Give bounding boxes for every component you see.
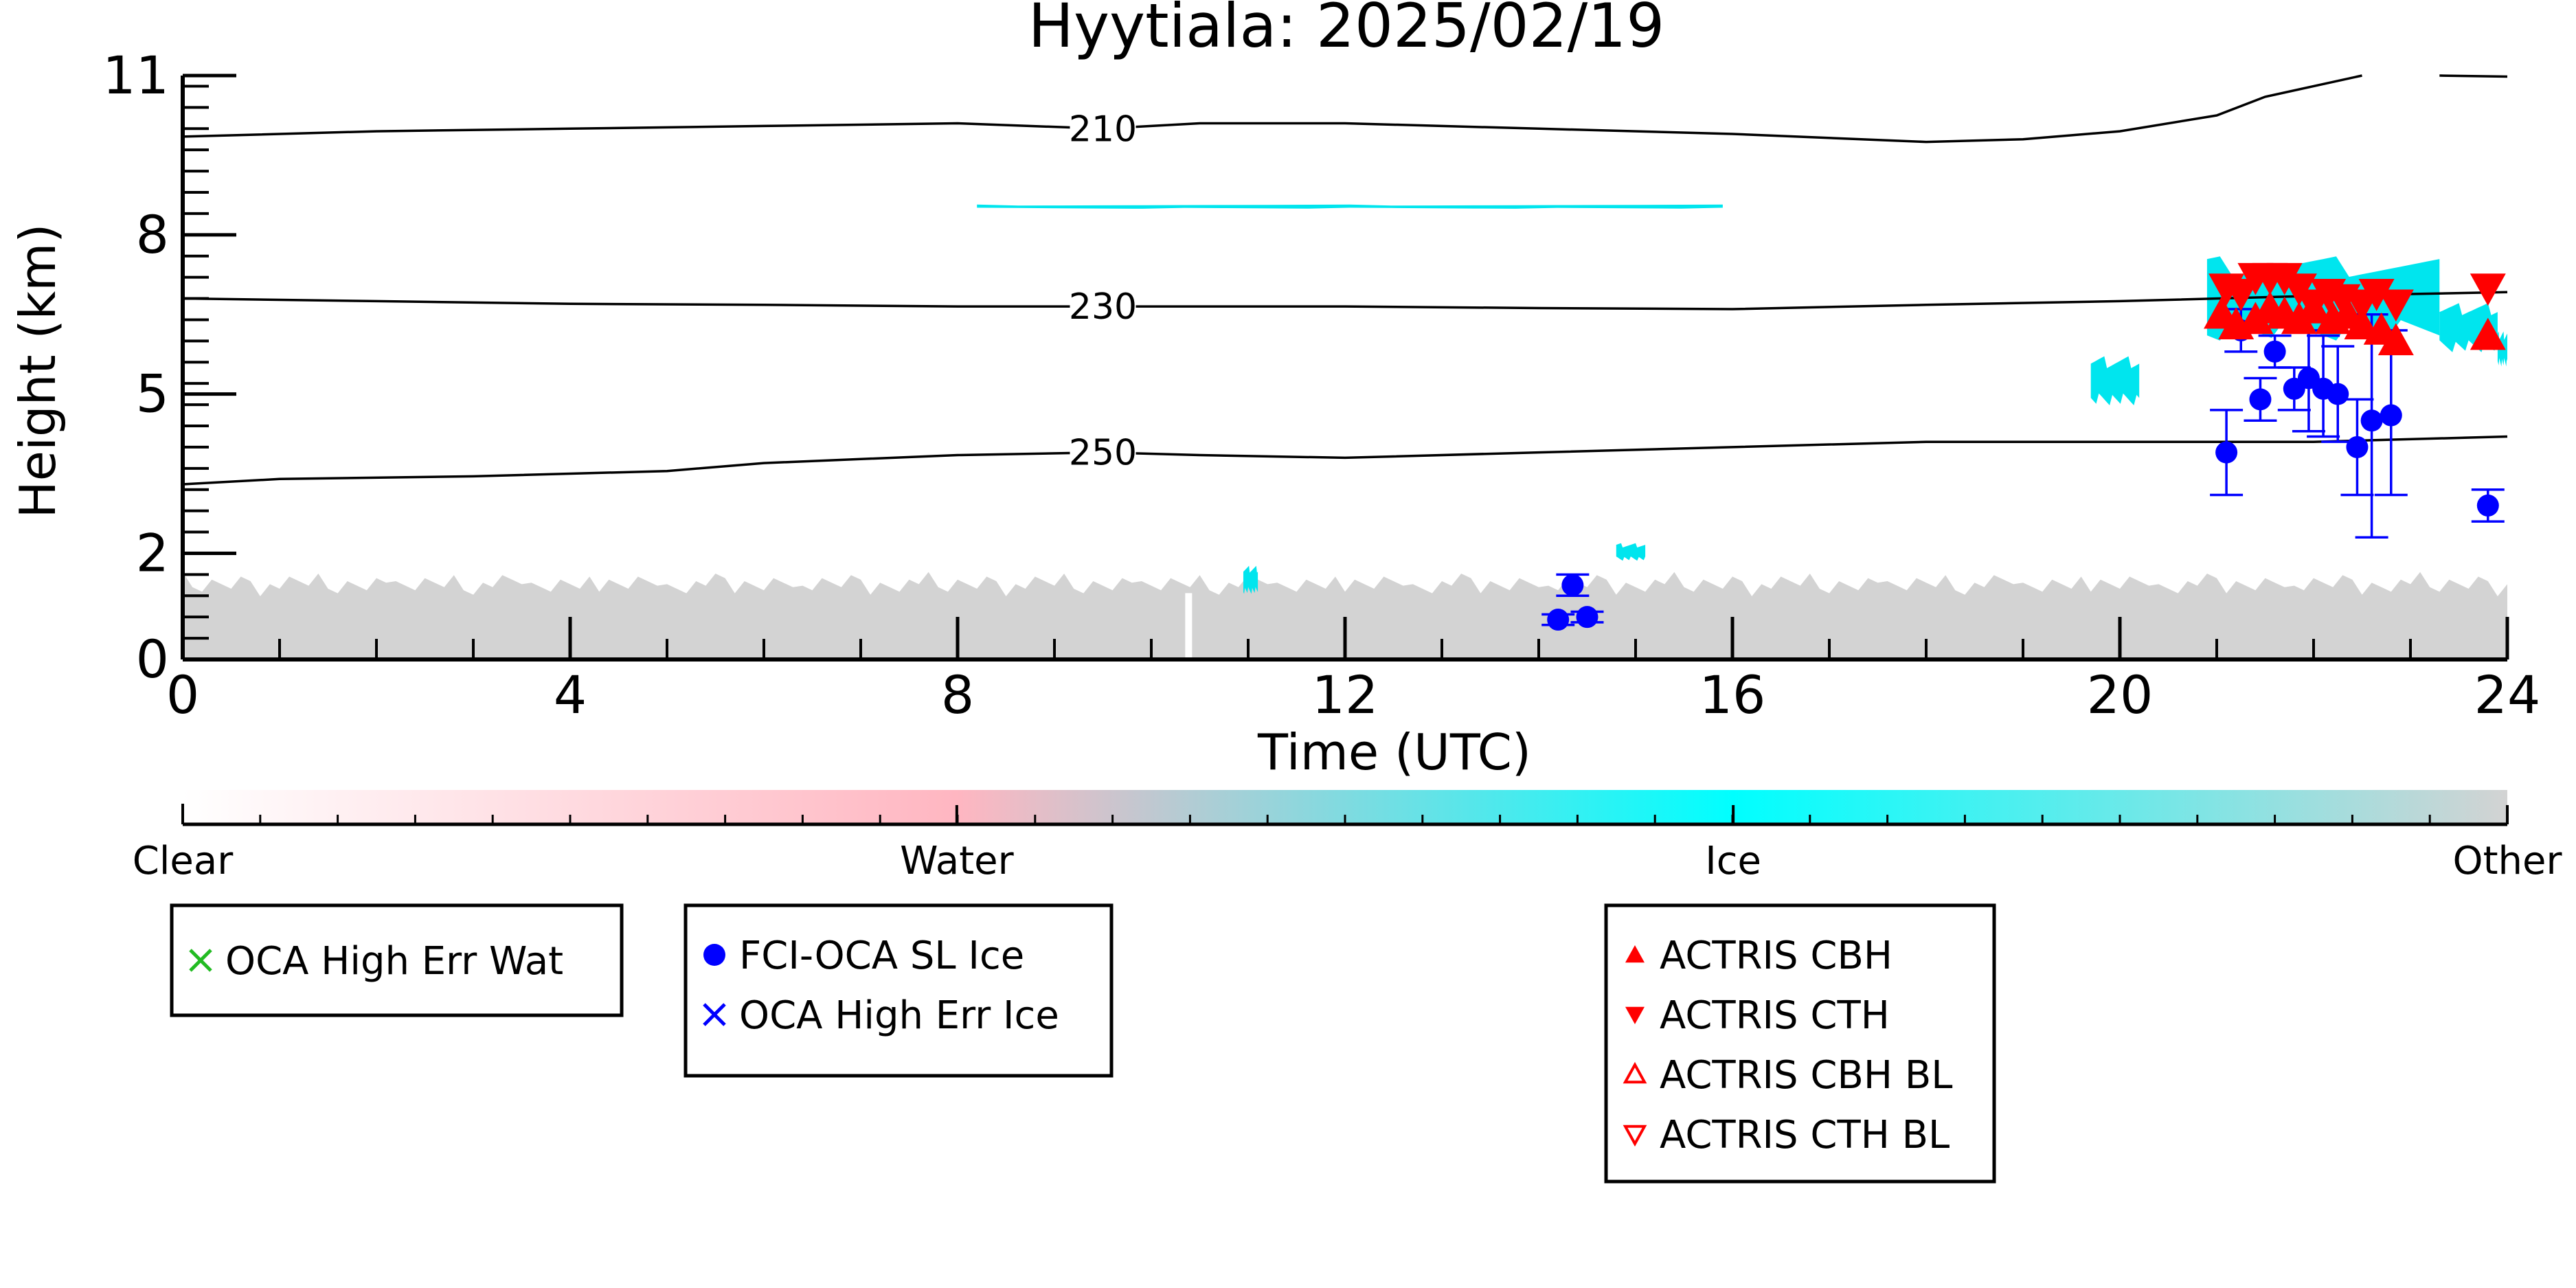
y-tick-label: 11 (102, 45, 169, 106)
legend-marker (1625, 945, 1645, 963)
colorbar-label: Ice (1705, 839, 1761, 883)
legend-label: OCA High Err Ice (739, 993, 1059, 1038)
plot-area: 210 230 250 0 2 5 8 11 0 4 8 12 16 20 24 (102, 45, 2540, 725)
marker-fci-oca-sl-ice (2380, 404, 2402, 427)
marker-actris-cth (2470, 273, 2506, 306)
x-tick-label: 12 (1312, 664, 1379, 725)
chart-title: Hyytiala: 2025/02/19 (1028, 0, 1664, 61)
marker-actris-cth (2223, 279, 2259, 311)
legend-box-0: OCA High Err Wat (170, 903, 624, 1017)
x-tick-label: 24 (2474, 664, 2541, 725)
contour-label: 250 (1069, 433, 1137, 474)
marker-actris-cbh (2470, 317, 2506, 350)
legend-box-2: ACTRIS CBH ACTRIS CTH ACTRIS CBH BL ACTRIS … (1604, 903, 1996, 1184)
colorbar-label: Other (2452, 839, 2562, 883)
legend-marker-stroke (189, 949, 212, 972)
marker-fci-oca-sl-ice (1561, 574, 1584, 596)
ice-region-6 (1616, 543, 1646, 561)
colorbar-label: Clear (133, 839, 234, 883)
y-tick-label: 2 (136, 522, 169, 583)
marker-actris-cbh (2377, 323, 2414, 356)
data-gap (1185, 593, 1193, 659)
legend-marker (1625, 1006, 1645, 1024)
marker-fci-oca-sl-ice (2476, 494, 2499, 517)
legend-frame (1604, 903, 1996, 1184)
x-tick-label: 4 (554, 664, 587, 725)
marker-fci-oca-sl-ice (2360, 409, 2383, 432)
contour-label-bg (1070, 433, 1136, 472)
legend-marker (1623, 1125, 1647, 1147)
marker-actris-cth (2358, 279, 2395, 311)
x-tick-label: 0 (166, 664, 199, 725)
legends: OCA High Err Wat FCI-OCA SL Ice OCA High E… (170, 903, 1996, 1184)
marker-fci-oca-sl-ice (2327, 383, 2349, 405)
contour-250-3 (182, 435, 2508, 486)
y-axis-label: Height (km) (9, 224, 67, 519)
marker-fci-oca-sl-ice (1576, 606, 1598, 629)
legend-marker (1623, 1061, 1647, 1084)
ice-region-0 (977, 204, 1723, 209)
marker-actris-cth (2377, 289, 2414, 322)
contour-230-2 (182, 291, 2508, 310)
legend-marker (703, 944, 725, 966)
legend-frame (170, 903, 624, 1017)
legend-box-1: FCI-OCA SL Ice OCA High Err Ice (683, 903, 1114, 1078)
series-layer (1541, 262, 2506, 631)
contour-label: 210 (1069, 109, 1137, 150)
marker-fci-oca-sl-ice (2346, 436, 2369, 458)
ground-clutter-region (183, 572, 2507, 659)
contour-210-0 (182, 74, 2362, 144)
legend-label: ACTRIS CBH (1660, 934, 1893, 978)
ice-region-1 (2090, 356, 2140, 405)
colorbar: Clear Water Ice Other (133, 790, 2562, 883)
legend-marker-stroke (703, 1003, 726, 1026)
ice-region-5 (1243, 565, 1258, 594)
legend-label: ACTRIS CBH BL (1660, 1053, 1952, 1098)
y-tick-label: 0 (136, 629, 169, 690)
x-tick-label: 20 (2087, 664, 2154, 725)
y-tick-label: 8 (136, 204, 169, 265)
x-tick-label: 8 (941, 664, 974, 725)
marker-fci-oca-sl-ice (2215, 441, 2238, 464)
legend-marker (189, 949, 212, 972)
legend-marker (703, 1003, 726, 1026)
contour-210-1 (2439, 74, 2508, 78)
legend-label: ACTRIS CTH (1660, 993, 1890, 1038)
x-tick-label: 16 (1699, 664, 1766, 725)
marker-fci-oca-sl-ice (2263, 340, 2286, 363)
y-tick-label: 5 (136, 363, 169, 425)
x-axis-label: Time (UTC) (1257, 723, 1531, 781)
marker-fci-oca-sl-ice (1547, 609, 1570, 631)
contour-label: 230 (1069, 286, 1137, 328)
contour-label-bg (1070, 287, 1136, 326)
marker-fci-oca-sl-ice (2249, 388, 2272, 411)
legend-label: OCA High Err Wat (225, 939, 563, 984)
colorbar-label: Water (900, 839, 1015, 883)
legend-label: ACTRIS CTH BL (1660, 1113, 1950, 1157)
legend-label: FCI-OCA SL Ice (739, 934, 1024, 978)
contour-label-bg (1070, 109, 1136, 148)
legend-frame (683, 903, 1114, 1078)
